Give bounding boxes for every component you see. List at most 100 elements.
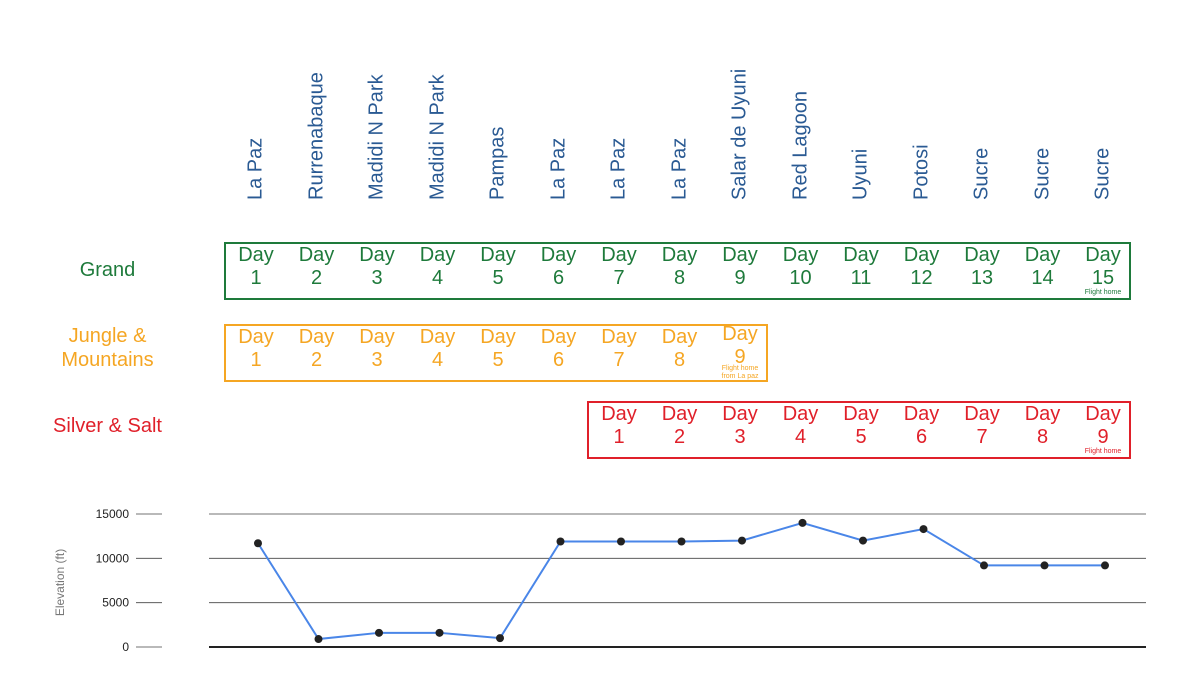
day-word: Day — [964, 403, 1000, 425]
location-label: La Paz — [547, 137, 569, 200]
day-word: Day — [782, 244, 819, 266]
day-number: 7 — [976, 426, 988, 448]
location-label: Madidi N Park — [426, 74, 448, 200]
y-tick-label: 0 — [122, 640, 129, 654]
day-cell: Day 9 — [715, 244, 765, 290]
day-cell: Day 3 — [352, 326, 402, 372]
day-cell: Day 9 — [1078, 403, 1128, 449]
day-cell: Day 4 — [413, 326, 463, 372]
data-point — [738, 536, 746, 545]
day-cell: Day 5 — [473, 244, 523, 290]
day-word: Day — [1085, 403, 1121, 425]
day-word: Day — [661, 403, 698, 425]
day-cell: Day 11 — [836, 244, 886, 290]
day-number: 9 — [1097, 426, 1109, 448]
data-point — [375, 628, 383, 637]
data-point — [980, 561, 988, 570]
day-word: Day — [1024, 403, 1061, 425]
day-number: 2 — [310, 267, 323, 289]
location-label: Madidi N Park — [365, 74, 388, 200]
day-number: 6 — [915, 426, 928, 448]
day-word: Day — [843, 403, 879, 425]
day-number: 3 — [371, 267, 383, 289]
day-cell: Day 1 — [594, 403, 644, 449]
day-number: 4 — [431, 349, 444, 371]
data-point — [254, 539, 262, 548]
day-word: Day — [298, 326, 335, 348]
day-word: Day — [238, 244, 274, 266]
day-cell: Day 12 — [897, 244, 947, 290]
data-point — [1101, 561, 1109, 570]
day-number: 2 — [673, 426, 686, 448]
day-cell: Day 7 — [594, 326, 644, 372]
data-point — [798, 518, 807, 527]
day-cell: Day 14 — [1018, 244, 1068, 290]
y-tick-label: 5000 — [102, 596, 129, 610]
location-label: Sucre — [1091, 147, 1114, 200]
day-cell: Day 5 — [473, 326, 523, 372]
y-tick-label: 10000 — [96, 551, 130, 565]
plan-days-box — [224, 324, 768, 382]
day-number: 3 — [371, 349, 383, 371]
location-label: Sucre — [1031, 147, 1053, 200]
day-word: Day — [661, 326, 698, 348]
day-number: 2 — [310, 349, 323, 371]
day-word: Day — [419, 244, 456, 266]
day-cell: Day 2 — [292, 326, 342, 372]
day-word: Day — [540, 326, 577, 348]
day-word: Day — [903, 403, 940, 425]
day-word: Day — [601, 326, 637, 348]
day-number: 6 — [552, 349, 565, 371]
day-word: Day — [903, 244, 940, 266]
day-number: 8 — [1036, 426, 1049, 448]
data-point — [677, 537, 686, 546]
day-number: 8 — [673, 267, 686, 289]
day-word: Day — [722, 403, 758, 425]
day-word: Day — [1024, 244, 1061, 266]
day-cell: Day 13 — [957, 244, 1007, 290]
day-number: 15 — [1091, 267, 1115, 289]
plan-name: Silver & Salt — [53, 415, 162, 437]
plan-name: Grand — [79, 259, 136, 281]
day-word: Day — [419, 326, 456, 348]
day-cell: Day 6 — [534, 244, 584, 290]
day-cell: Day 2 — [655, 403, 705, 449]
day-word: Day — [359, 326, 395, 348]
day-number: 1 — [613, 426, 625, 448]
day-word: Day — [601, 403, 637, 425]
day-cell: Day 6 — [897, 403, 947, 449]
data-point — [859, 536, 867, 545]
flight-note: Flight home — [1084, 448, 1122, 455]
day-number: 5 — [492, 349, 504, 371]
flight-note: Flight home from La paz — [721, 365, 759, 380]
day-word: Day — [722, 244, 758, 266]
day-word: Day — [964, 244, 1000, 266]
day-number: 7 — [613, 267, 625, 289]
flight-note: Flight home — [1084, 289, 1122, 296]
day-number: 10 — [789, 267, 812, 289]
day-number: 9 — [734, 267, 746, 289]
day-word: Day — [843, 244, 879, 266]
day-number: 4 — [431, 267, 444, 289]
location-label: La Paz — [607, 137, 630, 200]
plan-name: Jungle & Mountains — [61, 325, 154, 371]
y-tick-label: 15000 — [96, 507, 130, 521]
location-label: Rurrenabaque — [305, 72, 327, 200]
data-point — [496, 634, 504, 643]
location-label: La Paz — [244, 137, 267, 200]
day-number: 3 — [734, 426, 746, 448]
day-number: 5 — [492, 267, 504, 289]
day-cell: Day 3 — [352, 244, 402, 290]
data-point — [314, 635, 323, 644]
day-number: 13 — [970, 267, 994, 289]
data-point — [435, 628, 444, 637]
day-word: Day — [1085, 244, 1121, 266]
y-axis-label: Elevation (ft) — [53, 549, 67, 616]
day-cell: Day 8 — [1018, 403, 1068, 449]
day-number: 7 — [613, 349, 625, 371]
day-number: 9 — [734, 346, 746, 368]
day-word: Day — [480, 244, 516, 266]
day-number: 5 — [855, 426, 867, 448]
location-label: Salar de Uyuni — [728, 68, 751, 200]
plan-days-box — [224, 242, 1131, 300]
